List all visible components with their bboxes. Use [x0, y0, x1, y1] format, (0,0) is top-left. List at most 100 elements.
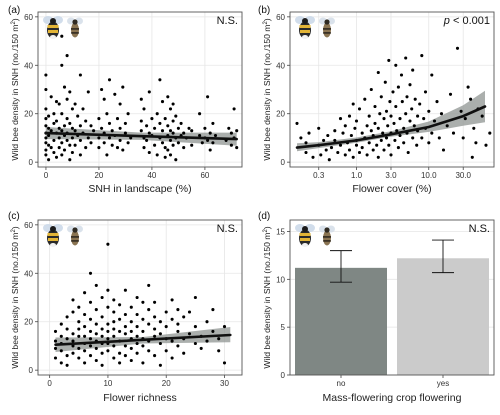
- data-point: [382, 117, 386, 121]
- data-point: [135, 312, 139, 317]
- data-point: [100, 334, 104, 338]
- bumblebee-icon: [43, 16, 63, 39]
- y-axis-label: Wild bee density in SNH (no./150 m2): [262, 18, 272, 160]
- data-point: [461, 136, 465, 140]
- data-point: [147, 131, 151, 135]
- data-point: [435, 100, 439, 104]
- data-point: [206, 138, 210, 142]
- data-point: [205, 339, 209, 343]
- data-point: [135, 351, 139, 355]
- data-point: [336, 150, 340, 155]
- honeybee-head: [72, 227, 78, 233]
- data-point: [396, 85, 400, 89]
- data-point: [338, 117, 343, 121]
- y-tick-label: 0: [29, 158, 34, 167]
- data-point: [199, 346, 203, 350]
- data-point: [83, 334, 87, 338]
- data-point: [118, 303, 122, 307]
- data-point: [57, 126, 61, 130]
- data-point: [448, 92, 453, 96]
- data-point: [60, 63, 64, 67]
- data-point: [71, 351, 75, 355]
- data-point: [398, 117, 402, 121]
- data-point: [94, 358, 98, 363]
- data-point: [327, 158, 331, 162]
- data-point: [205, 320, 209, 324]
- honeybee-stripe-2: [323, 240, 331, 242]
- data-point: [418, 102, 422, 106]
- data-point: [129, 320, 133, 324]
- data-point: [77, 320, 81, 324]
- data-point: [97, 136, 101, 140]
- data-point: [115, 117, 120, 121]
- data-point: [182, 351, 186, 355]
- data-point: [190, 129, 194, 133]
- data-point: [112, 334, 116, 338]
- y-tick-label: 20: [276, 110, 285, 119]
- data-point: [187, 332, 192, 336]
- data-point: [141, 329, 145, 333]
- significance-value: < 0.001: [450, 15, 490, 27]
- data-point: [193, 341, 197, 346]
- bee-head: [302, 226, 308, 232]
- error-bar-yes: [432, 239, 454, 274]
- data-point: [62, 148, 67, 152]
- data-point: [88, 271, 93, 275]
- y-tick-label: 20: [24, 318, 33, 327]
- data-point: [135, 295, 139, 300]
- data-point: [106, 242, 110, 246]
- data-point: [158, 341, 162, 346]
- data-point: [53, 339, 58, 343]
- data-point: [217, 349, 221, 353]
- data-point: [171, 102, 175, 106]
- data-point: [357, 150, 362, 155]
- data-point: [118, 126, 122, 130]
- data-point: [365, 124, 369, 128]
- data-point: [437, 136, 441, 140]
- data-point: [455, 46, 460, 50]
- data-point: [170, 356, 174, 360]
- data-point: [387, 143, 391, 147]
- data-point: [88, 354, 93, 358]
- data-point: [78, 73, 82, 77]
- data-point: [44, 107, 48, 111]
- data-point: [123, 332, 127, 336]
- significance-label: N.S.: [217, 15, 238, 27]
- data-point: [203, 126, 207, 130]
- data-point: [347, 114, 352, 118]
- data-point: [379, 138, 383, 142]
- data-point: [375, 143, 379, 147]
- data-point: [388, 100, 392, 104]
- y-tick-label: 5: [281, 323, 286, 332]
- honeybee-stripe-1: [71, 236, 79, 238]
- bee-stripe-1: [47, 25, 59, 28]
- data-point: [213, 133, 218, 138]
- data-point: [420, 136, 424, 140]
- data-point: [70, 136, 74, 140]
- data-point: [65, 97, 69, 101]
- data-point: [227, 126, 231, 130]
- data-point: [208, 148, 212, 152]
- data-point: [349, 133, 353, 138]
- data-point: [488, 131, 492, 135]
- data-point: [147, 150, 151, 155]
- x-axis-label: Flower cover (%): [352, 183, 431, 195]
- data-point: [304, 150, 308, 155]
- data-point: [94, 332, 98, 336]
- data-point: [118, 351, 122, 355]
- data-point: [73, 143, 77, 147]
- data-point: [411, 68, 415, 72]
- trend-line: [54, 333, 232, 346]
- data-point: [182, 315, 186, 319]
- data-point: [187, 310, 192, 314]
- data-point: [139, 119, 143, 123]
- significance-label: N.S.: [217, 223, 238, 235]
- data-point: [106, 322, 110, 326]
- data-point: [168, 153, 173, 157]
- panel-border: [37, 11, 243, 168]
- data-point: [123, 121, 127, 125]
- data-point: [123, 131, 127, 135]
- data-point: [73, 102, 77, 106]
- data-point: [392, 121, 396, 125]
- trend-line: [295, 105, 487, 149]
